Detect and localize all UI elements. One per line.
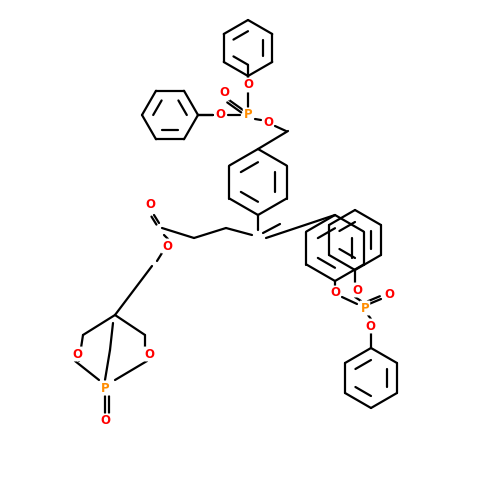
Text: O: O bbox=[72, 348, 82, 360]
Text: O: O bbox=[162, 240, 172, 252]
Text: P: P bbox=[360, 302, 370, 314]
Text: O: O bbox=[263, 116, 273, 130]
Text: O: O bbox=[100, 414, 110, 428]
Text: P: P bbox=[244, 108, 252, 122]
Text: O: O bbox=[352, 284, 362, 296]
Text: O: O bbox=[365, 320, 375, 332]
Text: O: O bbox=[145, 198, 155, 210]
Text: O: O bbox=[330, 286, 340, 300]
Text: O: O bbox=[384, 288, 394, 300]
Text: O: O bbox=[219, 86, 229, 100]
Text: P: P bbox=[100, 382, 110, 394]
Text: O: O bbox=[215, 108, 225, 122]
Text: O: O bbox=[144, 348, 154, 360]
Text: O: O bbox=[243, 78, 253, 92]
